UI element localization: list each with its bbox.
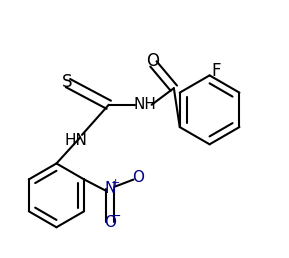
Text: O: O (132, 170, 144, 185)
Text: F: F (211, 62, 221, 80)
Text: N: N (104, 181, 116, 197)
Text: O: O (104, 215, 116, 230)
Text: +: + (111, 178, 120, 188)
Text: O: O (146, 52, 159, 70)
Text: NH: NH (133, 97, 156, 112)
Text: S: S (61, 73, 72, 91)
Text: HN: HN (64, 133, 87, 148)
Text: −: − (111, 210, 122, 223)
